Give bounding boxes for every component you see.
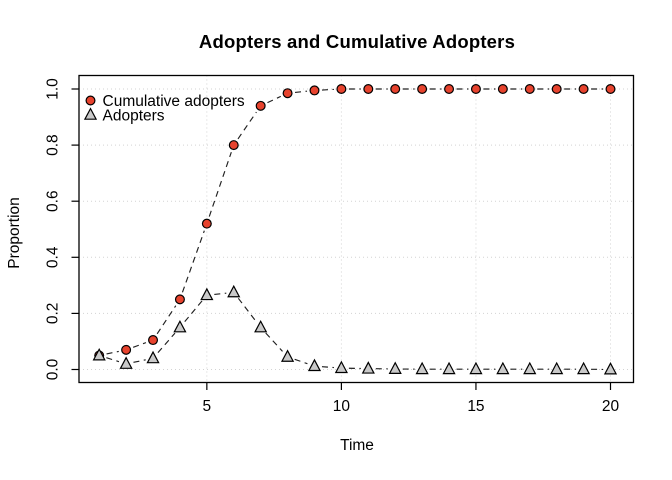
series-segment — [214, 292, 227, 295]
cumulative-data-point — [309, 85, 320, 96]
legend-triangle-icon — [83, 107, 98, 120]
y-tick-label: 0.8 — [45, 134, 62, 156]
cumulative-data-point — [444, 83, 455, 94]
cumulative-data-point — [551, 83, 562, 94]
series-segment — [181, 230, 205, 293]
x-axis-label: Time — [340, 437, 374, 454]
adopters-data-point — [388, 361, 402, 374]
cumulative-data-point — [470, 83, 481, 94]
adopters-data-point — [361, 361, 375, 374]
cumulative-data-point — [417, 83, 428, 94]
adopters-data-point — [603, 362, 618, 375]
series-segment — [156, 305, 177, 335]
axes — [71, 88, 612, 390]
cumulative-data-point — [148, 335, 159, 346]
tick-labels: 5 10 15 20 0.0 0.2 0.4 0.6 0.8 1.0 — [45, 78, 620, 415]
chart-title: Adopters and Cumulative Adopters — [198, 31, 516, 52]
cumulative-data-point — [201, 218, 212, 229]
series-adopters — [92, 284, 618, 375]
cumulative-data-point — [390, 83, 401, 94]
adopters-data-point — [496, 361, 510, 375]
y-tick-label: 1.0 — [45, 78, 62, 100]
x-tick-label: 5 — [203, 398, 212, 415]
cumulative-data-point — [497, 83, 508, 94]
adopters-data-point — [92, 347, 106, 361]
grid — [79, 75, 634, 383]
adopters-data-point — [334, 360, 348, 374]
series-segment — [133, 359, 146, 363]
cumulative-data-point — [605, 83, 616, 94]
x-tick-label: 20 — [602, 398, 620, 415]
plot-box — [78, 74, 635, 384]
y-axis-label: Proportion — [6, 197, 23, 269]
adopters-data-point — [576, 361, 591, 375]
cumulative-data-point — [121, 344, 132, 355]
series-segment — [237, 297, 257, 322]
series-segment — [265, 332, 283, 352]
series-segment — [157, 332, 176, 354]
series-segment — [294, 358, 308, 365]
series-segment — [106, 357, 120, 363]
adopters-data-point — [307, 358, 322, 372]
adopters-data-point — [200, 287, 214, 301]
cumulative-data-point — [336, 83, 347, 94]
adopters-data-point — [227, 284, 241, 298]
y-tick-label: 0.6 — [45, 190, 62, 212]
series-segment — [208, 152, 232, 217]
legend-circle-icon — [85, 95, 96, 106]
series-segment — [267, 95, 282, 104]
series-segment — [321, 88, 334, 91]
cumulative-data-point — [578, 83, 589, 94]
adopters-data-point — [173, 319, 187, 333]
adopters-data-point — [119, 356, 133, 369]
cumulative-data-point — [524, 83, 535, 94]
adopters-data-point — [280, 349, 295, 362]
cumulative-data-point — [282, 88, 293, 99]
series-segment — [132, 342, 147, 348]
adopters-data-point — [442, 361, 456, 375]
adopters-data-point — [415, 361, 429, 375]
series-segment — [184, 300, 203, 323]
adopters-data-point — [146, 350, 160, 364]
series-cumulative-adopters — [94, 83, 616, 361]
legend-label-adopters: Adopters — [103, 107, 165, 124]
cumulative-data-point — [255, 100, 266, 111]
y-tick-label: 0.0 — [45, 358, 62, 380]
series-segment — [294, 90, 308, 94]
series-segment — [321, 366, 334, 369]
cumulative-data-point — [174, 294, 185, 305]
cumulative-data-point — [228, 140, 239, 151]
legend-label-cumulative: Cumulative adopters — [103, 93, 245, 110]
adopters-data-point — [523, 361, 537, 375]
x-tick-label: 15 — [467, 398, 484, 415]
x-tick-label: 10 — [333, 398, 351, 415]
y-tick-label: 0.2 — [45, 303, 62, 325]
adopters-data-point — [550, 361, 564, 375]
adopters-data-point — [469, 361, 483, 375]
cumulative-data-point — [363, 83, 374, 94]
adopters-data-point — [254, 319, 268, 333]
series-segment — [106, 350, 119, 355]
series-segment — [237, 111, 257, 140]
y-tick-label: 0.4 — [45, 246, 62, 268]
